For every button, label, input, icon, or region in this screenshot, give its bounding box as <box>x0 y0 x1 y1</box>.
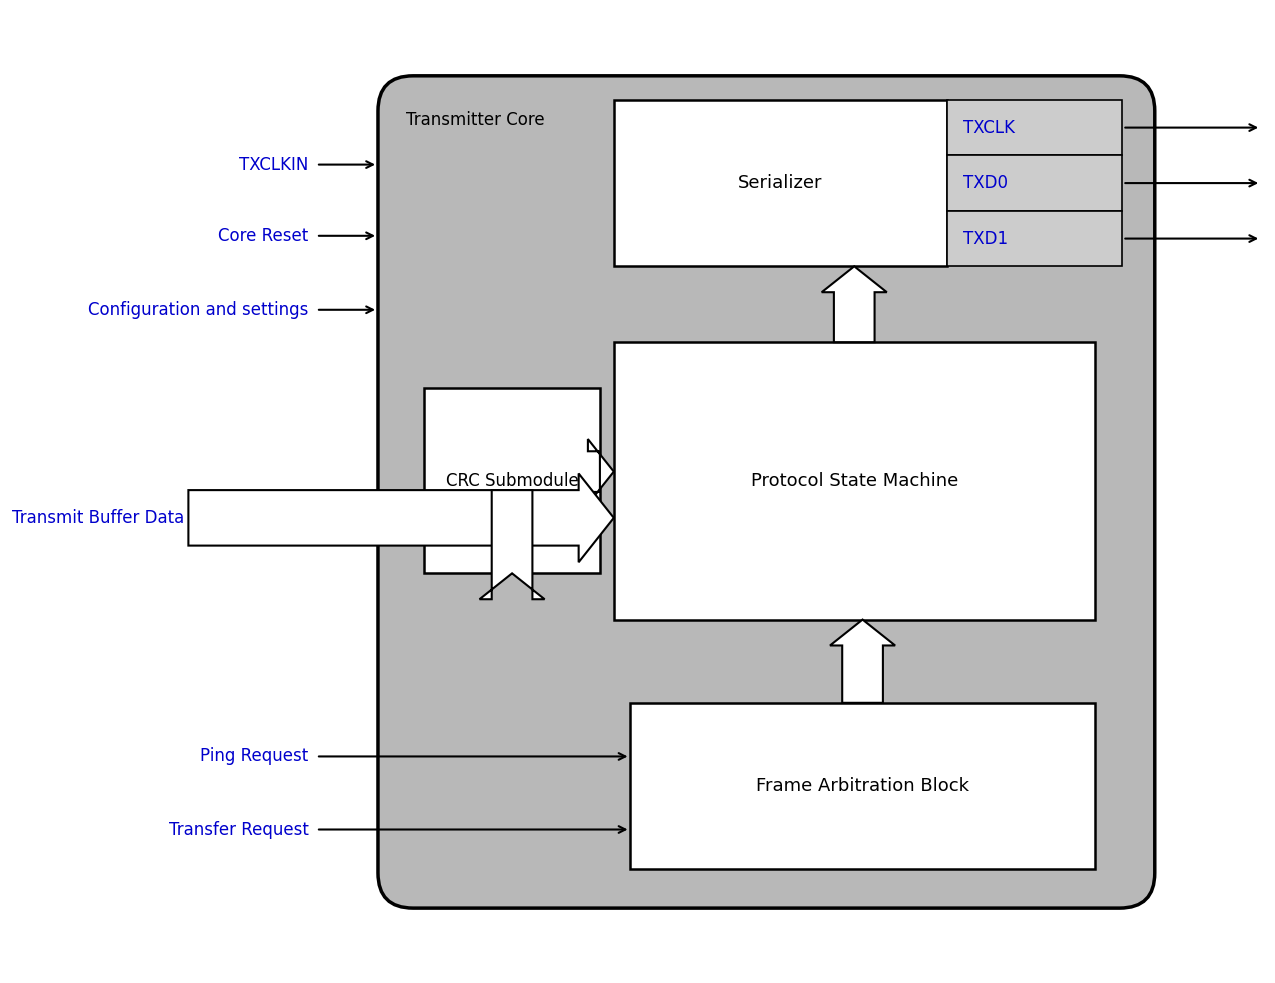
Text: Protocol State Machine: Protocol State Machine <box>751 472 958 490</box>
FancyBboxPatch shape <box>425 388 601 573</box>
Text: Configuration and settings: Configuration and settings <box>88 301 309 318</box>
Text: Core Reset: Core Reset <box>218 227 309 245</box>
Text: TXCLK: TXCLK <box>964 119 1015 137</box>
Polygon shape <box>189 474 613 562</box>
FancyBboxPatch shape <box>947 100 1122 155</box>
Polygon shape <box>479 491 544 600</box>
Text: Transmit Buffer Data: Transmit Buffer Data <box>11 509 184 527</box>
Polygon shape <box>830 619 895 703</box>
FancyBboxPatch shape <box>947 210 1122 266</box>
FancyBboxPatch shape <box>613 342 1095 619</box>
Text: Serializer: Serializer <box>738 174 822 192</box>
Text: Frame Arbitration Block: Frame Arbitration Block <box>756 777 969 795</box>
FancyBboxPatch shape <box>947 155 1122 210</box>
Text: Transmitter Core: Transmitter Core <box>405 111 544 129</box>
Polygon shape <box>821 266 887 342</box>
FancyBboxPatch shape <box>377 76 1155 908</box>
Polygon shape <box>588 439 613 504</box>
Text: TXCLKIN: TXCLKIN <box>240 155 309 174</box>
Text: TXD1: TXD1 <box>964 230 1009 248</box>
FancyBboxPatch shape <box>630 703 1095 869</box>
Text: Transfer Request: Transfer Request <box>168 821 309 838</box>
Text: CRC Submodule: CRC Submodule <box>446 472 579 490</box>
Text: Ping Request: Ping Request <box>200 747 309 766</box>
FancyBboxPatch shape <box>613 100 947 266</box>
Text: TXD0: TXD0 <box>964 174 1009 192</box>
